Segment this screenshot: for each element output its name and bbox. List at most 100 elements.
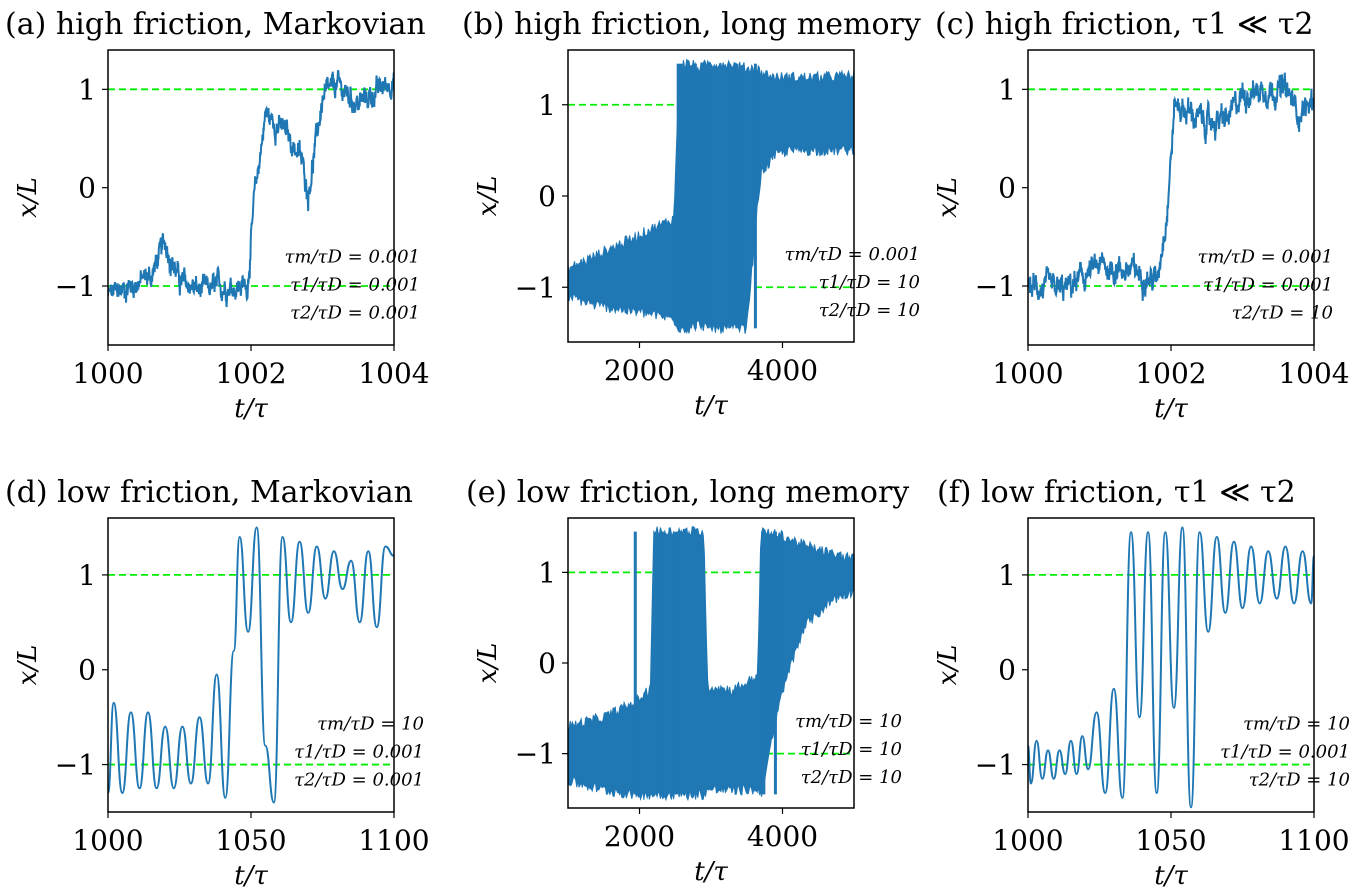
x-tick-label: 1004 — [358, 357, 429, 390]
y-tick-label: −1 — [515, 738, 556, 771]
panel-title: (e) low friction, long memory — [466, 475, 909, 510]
series-transition — [735, 63, 739, 329]
x-axis-label: t/τ — [1154, 394, 1188, 424]
x-axis-label: t/τ — [694, 391, 728, 421]
series-transition — [773, 531, 777, 795]
panel-e: 1 0 −1 2000 4000 t/τ x/L (e) low friction, long… — [466, 475, 909, 887]
y-axis-label: x/L — [13, 645, 43, 686]
parameter-annotation: τm/τD = 0.001 — [284, 246, 420, 267]
axes-frame — [107, 517, 395, 813]
panel-c: 1 0 −1 1000 1002 1004 t/τ x/L (c) high friction,… — [933, 7, 1350, 424]
parameter-annotation: τ2/τD = 10 — [1232, 302, 1333, 323]
x-axis-label: t/τ — [234, 861, 268, 890]
x-tick-label: 1000 — [992, 357, 1063, 390]
plot-area — [568, 58, 854, 335]
y-axis-label: x/L — [473, 643, 503, 684]
series-transition — [761, 531, 766, 795]
y-tick-label: −1 — [975, 749, 1016, 782]
series-line — [108, 526, 394, 804]
x-tick-label: 4000 — [747, 354, 818, 387]
y-tick-label: 1 — [998, 559, 1016, 592]
x-tick-label: 2000 — [604, 354, 675, 387]
panel-b: 1 0 −1 2000 4000 t/τ x/L (b) high friction, lon… — [462, 7, 921, 421]
parameter-annotation: τm/τD = 10 — [317, 714, 424, 735]
panel-title: (f) low friction, τ1 ≪ τ2 — [937, 475, 1296, 510]
x-tick-label: 4000 — [747, 820, 818, 853]
plot-area — [568, 526, 854, 802]
series-line — [1028, 72, 1314, 301]
series-transition — [706, 63, 710, 329]
series-line — [108, 69, 394, 308]
y-tick-label: 1 — [538, 89, 556, 122]
y-tick-label: 1 — [78, 559, 96, 592]
y-tick-label: 0 — [78, 172, 96, 205]
y-tick-label: 0 — [998, 172, 1016, 205]
y-axis-label: x/L — [13, 177, 43, 218]
parameter-annotation: τm/τD = 0.001 — [1197, 246, 1333, 267]
parameter-annotation: τ1/τD = 10 — [819, 272, 920, 293]
x-tick-label: 1100 — [358, 824, 429, 857]
panel-title: (d) low friction, Markovian — [5, 475, 413, 510]
y-tick-label: −1 — [55, 749, 96, 782]
y-tick-label: 1 — [998, 73, 1016, 106]
parameter-annotation: τ1/τD = 0.001 — [290, 274, 420, 295]
series-transition — [753, 63, 757, 329]
series-line — [1028, 526, 1314, 809]
y-tick-label: 0 — [998, 654, 1016, 687]
parameter-annotation: τm/τD = 10 — [1243, 714, 1350, 735]
series-transition — [728, 63, 732, 329]
parameter-annotation: τ2/τD = 10 — [801, 767, 902, 788]
x-tick-label: 1050 — [1135, 824, 1206, 857]
x-axis-label: t/τ — [1154, 861, 1188, 890]
y-tick-label: 0 — [538, 647, 556, 680]
parameter-annotation: τ2/τD = 10 — [819, 300, 920, 321]
parameter-annotation: τ1/τD = 10 — [801, 739, 902, 760]
x-axis-label: t/τ — [694, 857, 728, 887]
series-band — [568, 58, 854, 335]
y-tick-label: 1 — [78, 73, 96, 106]
y-axis-label: x/L — [473, 176, 503, 217]
series-transition — [675, 531, 679, 795]
parameter-annotation: τm/τD = 0.001 — [784, 244, 920, 265]
y-tick-label: −1 — [515, 271, 556, 304]
parameter-annotation: τ1/τD = 0.001 — [294, 742, 424, 763]
y-tick-label: −1 — [975, 270, 1016, 303]
x-tick-label: 1050 — [215, 824, 286, 857]
y-tick-label: 0 — [538, 180, 556, 213]
x-tick-label: 1002 — [1135, 357, 1206, 390]
x-tick-label: 1100 — [1278, 824, 1349, 857]
parameter-annotation: τ2/τD = 10 — [1249, 770, 1350, 791]
y-axis-label: x/L — [933, 645, 963, 686]
panel-a: 1 0 −1 1000 1002 1004 t/τ x/L (a) high friction,… — [5, 7, 430, 424]
y-tick-label: −1 — [55, 270, 96, 303]
parameter-annotation: τ2/τD = 0.001 — [290, 302, 420, 323]
x-tick-label: 1002 — [215, 357, 286, 390]
x-tick-label: 1000 — [72, 357, 143, 390]
parameter-annotation: τ1/τD = 0.001 — [1203, 274, 1333, 295]
x-tick-label: 1004 — [1278, 357, 1349, 390]
series-transition — [693, 63, 697, 329]
parameter-annotation: τm/τD = 10 — [795, 711, 902, 732]
panel-d: 1 0 −1 1000 1050 1100 t/τ x/L (d) low friction, … — [5, 475, 430, 890]
series-transition — [660, 531, 664, 795]
panel-f: 1 0 −1 1000 1050 1100 t/τ x/L (f) low friction, … — [933, 475, 1350, 890]
x-tick-label: 1000 — [992, 824, 1063, 857]
plot-area — [1028, 72, 1314, 301]
plot-area — [108, 69, 394, 308]
x-tick-label: 1000 — [72, 824, 143, 857]
parameter-annotation: τ1/τD = 0.001 — [1220, 742, 1350, 763]
plot-area — [108, 526, 394, 804]
panel-title: (c) high friction, τ1 ≪ τ2 — [935, 7, 1314, 42]
plot-area — [1028, 526, 1314, 809]
panel-title: (a) high friction, Markovian — [5, 7, 426, 42]
y-axis-label: x/L — [933, 177, 963, 218]
x-axis-label: t/τ — [234, 394, 268, 424]
series-transition — [633, 531, 637, 795]
y-tick-label: 0 — [78, 654, 96, 687]
x-tick-label: 2000 — [604, 820, 675, 853]
y-tick-label: 1 — [538, 556, 556, 589]
panel-title: (b) high friction, long memory — [462, 7, 921, 42]
parameter-annotation: τ2/τD = 0.001 — [294, 770, 424, 791]
series-transition — [676, 63, 683, 329]
